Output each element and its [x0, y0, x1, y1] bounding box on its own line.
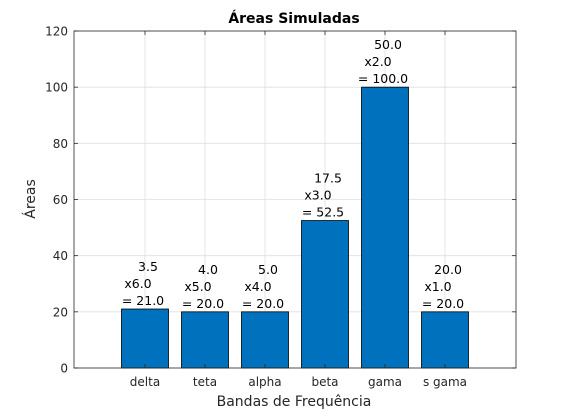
bar-s-gama [421, 311, 469, 369]
x-tick-label: gama [368, 375, 402, 389]
annotations: 3.5 x6.0 = 21.0 4.0 x5.0 = 20.0 5.0 x4.0 = 20.0 1… [122, 37, 464, 311]
bar-annotation-line: = 20.0 [242, 296, 284, 311]
bar-annotation-line: 4.0 [198, 262, 218, 277]
bar-annotation-line: x1.0 [424, 279, 451, 294]
x-tick-label: teta [193, 375, 217, 389]
y-tick-label: 120 [45, 25, 68, 39]
bar-annotation-line: x3.0 [304, 188, 331, 203]
x-tick-label: alpha [248, 375, 281, 389]
bar-annotation-line: = 52.5 [302, 205, 344, 220]
x-tick-label: beta [311, 375, 338, 389]
bar-annotation-line: x2.0 [364, 54, 391, 69]
y-tick-label: 40 [53, 249, 68, 263]
bar-annotation-line: = 20.0 [422, 296, 464, 311]
bar-annotation-line: x6.0 [124, 276, 151, 291]
bar-gama [361, 86, 409, 369]
x-tick-label: delta [130, 375, 160, 389]
bars [121, 86, 469, 369]
bar-annotation-line: = 20.0 [182, 296, 224, 311]
x-tick-label: s gama [423, 375, 467, 389]
bar-annotation-line: 5.0 [258, 262, 278, 277]
bar-annotation-line: 20.0 [434, 262, 462, 277]
bar-teta [181, 311, 229, 369]
y-tick-label: 100 [45, 81, 68, 95]
bar-annotation-line: x5.0 [184, 279, 211, 294]
bar-annotation-line: 17.5 [314, 171, 342, 186]
ticks: 0 20 40 60 80 100 120 delta teta alpha beta gama s g… [45, 25, 516, 389]
bar-beta [301, 220, 349, 369]
y-tick-label: 60 [53, 193, 68, 207]
y-axis-label: Áreas [22, 179, 39, 219]
bar-annotation-line: = 100.0 [358, 71, 408, 86]
y-tick-label: 20 [53, 305, 68, 319]
chart-title: Áreas Simuladas [228, 10, 359, 27]
bar-annotation-line: 50.0 [374, 37, 402, 52]
bar-annotation-line: 3.5 [138, 259, 158, 274]
bar-annotation-line: x4.0 [244, 279, 271, 294]
bar-alpha [241, 311, 289, 369]
bar-delta [121, 308, 169, 369]
y-tick-label: 0 [60, 362, 68, 376]
bar-annotation-line: = 21.0 [122, 293, 164, 308]
x-axis-label: Bandas de Frequência [217, 394, 372, 410]
y-tick-label: 80 [53, 137, 68, 151]
